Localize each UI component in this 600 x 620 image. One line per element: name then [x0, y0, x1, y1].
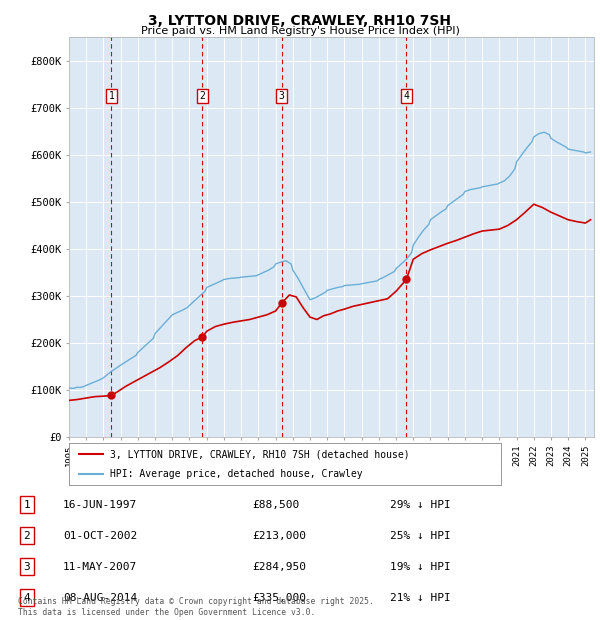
Text: £213,000: £213,000: [252, 531, 306, 541]
Text: 4: 4: [23, 593, 31, 603]
Text: £335,000: £335,000: [252, 593, 306, 603]
Text: £284,950: £284,950: [252, 562, 306, 572]
Text: £88,500: £88,500: [252, 500, 299, 510]
Text: 11-MAY-2007: 11-MAY-2007: [63, 562, 137, 572]
Text: 3: 3: [279, 91, 284, 101]
Text: 08-AUG-2014: 08-AUG-2014: [63, 593, 137, 603]
Text: Contains HM Land Registry data © Crown copyright and database right 2025.
This d: Contains HM Land Registry data © Crown c…: [18, 598, 374, 617]
Text: 3: 3: [23, 562, 31, 572]
Text: 19% ↓ HPI: 19% ↓ HPI: [390, 562, 451, 572]
Text: 01-OCT-2002: 01-OCT-2002: [63, 531, 137, 541]
Text: 3, LYTTON DRIVE, CRAWLEY, RH10 7SH (detached house): 3, LYTTON DRIVE, CRAWLEY, RH10 7SH (deta…: [110, 450, 410, 459]
Text: 2: 2: [23, 531, 31, 541]
Text: 2: 2: [199, 91, 205, 101]
Text: HPI: Average price, detached house, Crawley: HPI: Average price, detached house, Craw…: [110, 469, 362, 479]
Text: 21% ↓ HPI: 21% ↓ HPI: [390, 593, 451, 603]
Text: 1: 1: [109, 91, 114, 101]
Text: 4: 4: [403, 91, 409, 101]
Text: 29% ↓ HPI: 29% ↓ HPI: [390, 500, 451, 510]
Text: 3, LYTTON DRIVE, CRAWLEY, RH10 7SH: 3, LYTTON DRIVE, CRAWLEY, RH10 7SH: [149, 14, 452, 28]
Text: 16-JUN-1997: 16-JUN-1997: [63, 500, 137, 510]
Text: 1: 1: [23, 500, 31, 510]
Text: 25% ↓ HPI: 25% ↓ HPI: [390, 531, 451, 541]
Text: Price paid vs. HM Land Registry's House Price Index (HPI): Price paid vs. HM Land Registry's House …: [140, 26, 460, 36]
